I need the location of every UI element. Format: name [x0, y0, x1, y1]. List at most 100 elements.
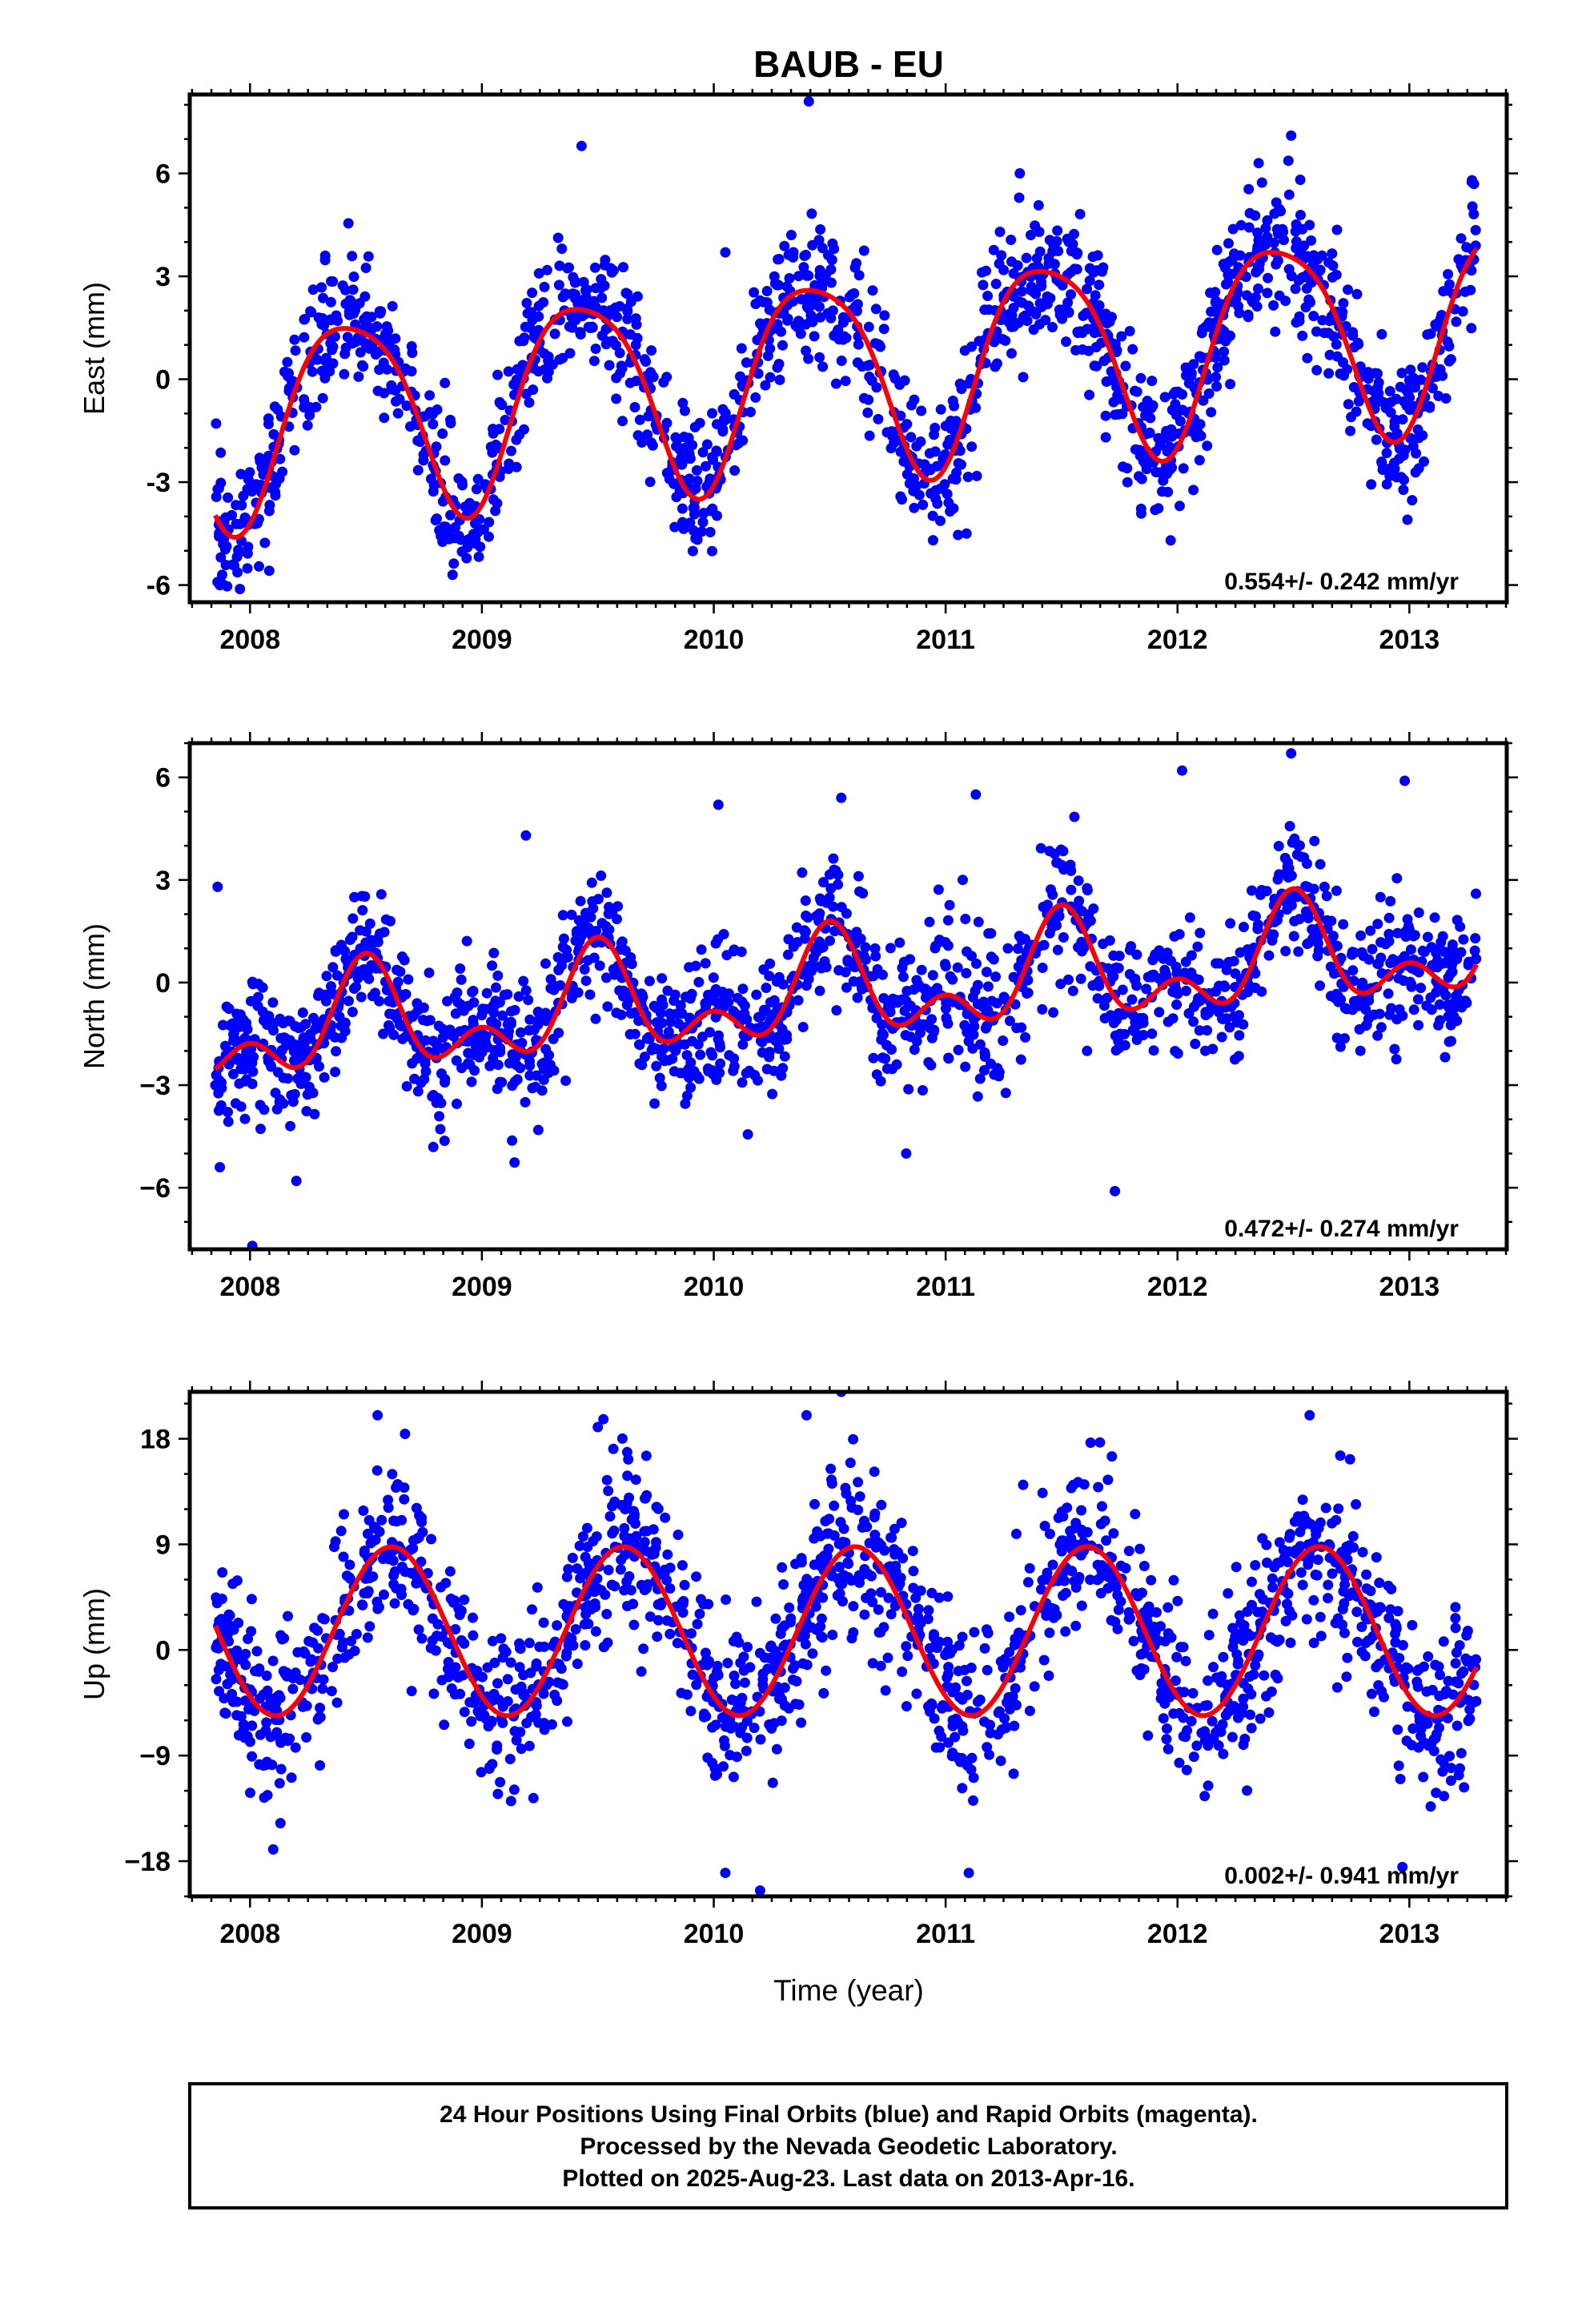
- data-point: [348, 983, 359, 994]
- data-point: [469, 1065, 480, 1076]
- data-point-outlier: [801, 1409, 812, 1421]
- data-point: [1115, 1560, 1126, 1571]
- east-y-axis-label: East (mm): [78, 282, 110, 415]
- y-tick-label: 3: [155, 866, 171, 896]
- data-point: [600, 921, 612, 931]
- data-point: [267, 997, 279, 1008]
- data-point: [1188, 1751, 1199, 1763]
- data-point: [697, 447, 709, 458]
- data-point: [618, 262, 628, 273]
- data-point: [1205, 287, 1216, 299]
- data-point: [616, 936, 628, 947]
- data-point: [299, 332, 310, 343]
- data-point: [561, 1647, 572, 1659]
- data-point: [1172, 1048, 1183, 1059]
- data-point: [721, 1594, 732, 1605]
- data-point: [1242, 1606, 1253, 1617]
- data-point: [638, 1643, 649, 1655]
- data-point: [355, 991, 367, 1003]
- data-point: [862, 360, 873, 372]
- data-point: [596, 292, 608, 304]
- data-point: [432, 1618, 444, 1630]
- data-point: [1467, 201, 1478, 212]
- data-point: [279, 1633, 290, 1644]
- data-point: [553, 1027, 564, 1039]
- data-point: [286, 1090, 297, 1101]
- data-point: [1458, 934, 1469, 945]
- data-point: [1413, 1019, 1424, 1031]
- data-point: [1333, 1503, 1344, 1514]
- data-point: [1397, 1010, 1408, 1021]
- data-point: [814, 271, 825, 281]
- data-point: [933, 884, 944, 895]
- data-point: [875, 1626, 886, 1638]
- data-point: [600, 255, 611, 266]
- data-point: [498, 1643, 509, 1655]
- data-point: [913, 489, 925, 501]
- data-point: [1203, 388, 1215, 399]
- data-point: [387, 1469, 398, 1480]
- data-point: [744, 1065, 755, 1076]
- data-point: [1162, 1743, 1174, 1755]
- data-point: [750, 392, 761, 403]
- data-point: [910, 1592, 921, 1603]
- data-point: [520, 388, 532, 400]
- data-point: [1238, 1019, 1249, 1030]
- data-point: [777, 340, 788, 351]
- data-point: [737, 1077, 748, 1088]
- data-point: [442, 995, 453, 1007]
- data-point: [453, 1603, 464, 1614]
- data-point: [220, 1040, 231, 1051]
- data-point: [889, 1549, 901, 1560]
- data-point: [390, 333, 401, 344]
- data-point: [456, 476, 468, 488]
- data-point: [856, 980, 867, 991]
- data-point: [793, 1699, 805, 1710]
- data-point: [357, 905, 368, 916]
- data-point: [928, 1632, 939, 1642]
- data-point: [358, 1505, 369, 1516]
- data-point: [504, 1754, 516, 1764]
- data-point: [966, 1663, 977, 1674]
- data-point: [439, 1136, 450, 1146]
- data-point: [968, 1795, 978, 1806]
- data-point: [1355, 1045, 1366, 1056]
- data-point: [539, 281, 550, 292]
- data-point: [228, 1068, 239, 1080]
- data-point: [424, 390, 436, 401]
- data-point: [1230, 1054, 1240, 1065]
- data-point: [251, 1646, 263, 1657]
- data-point: [1465, 284, 1476, 296]
- data-point: [279, 1032, 291, 1043]
- data-point: [1151, 1606, 1162, 1618]
- data-point: [1052, 944, 1063, 955]
- data-point: [1332, 1613, 1343, 1624]
- data-point: [793, 316, 805, 327]
- data-point: [1402, 514, 1413, 525]
- data-point: [824, 892, 835, 903]
- data-point: [1090, 290, 1101, 301]
- data-point: [1051, 857, 1062, 868]
- data-point: [1067, 985, 1078, 996]
- data-point: [923, 1701, 934, 1712]
- data-point: [886, 999, 897, 1010]
- data-point: [1227, 1731, 1238, 1743]
- data-point: [1034, 227, 1045, 237]
- data-point: [806, 208, 817, 219]
- data-point: [1038, 1655, 1050, 1666]
- data-point: [1297, 1494, 1308, 1506]
- data-point: [1195, 927, 1206, 939]
- data-point: [1374, 1578, 1385, 1588]
- data-point: [720, 408, 731, 419]
- data-point: [363, 251, 374, 262]
- data-point: [729, 465, 741, 476]
- data-point: [1351, 1606, 1363, 1618]
- data-point: [829, 864, 840, 875]
- data-point: [456, 974, 467, 985]
- data-point: [762, 350, 773, 361]
- x-tick-label: 2010: [684, 1919, 745, 1949]
- data-point: [1130, 1509, 1141, 1520]
- data-point: [729, 1671, 740, 1681]
- data-point: [263, 565, 275, 577]
- data-point: [1174, 501, 1185, 512]
